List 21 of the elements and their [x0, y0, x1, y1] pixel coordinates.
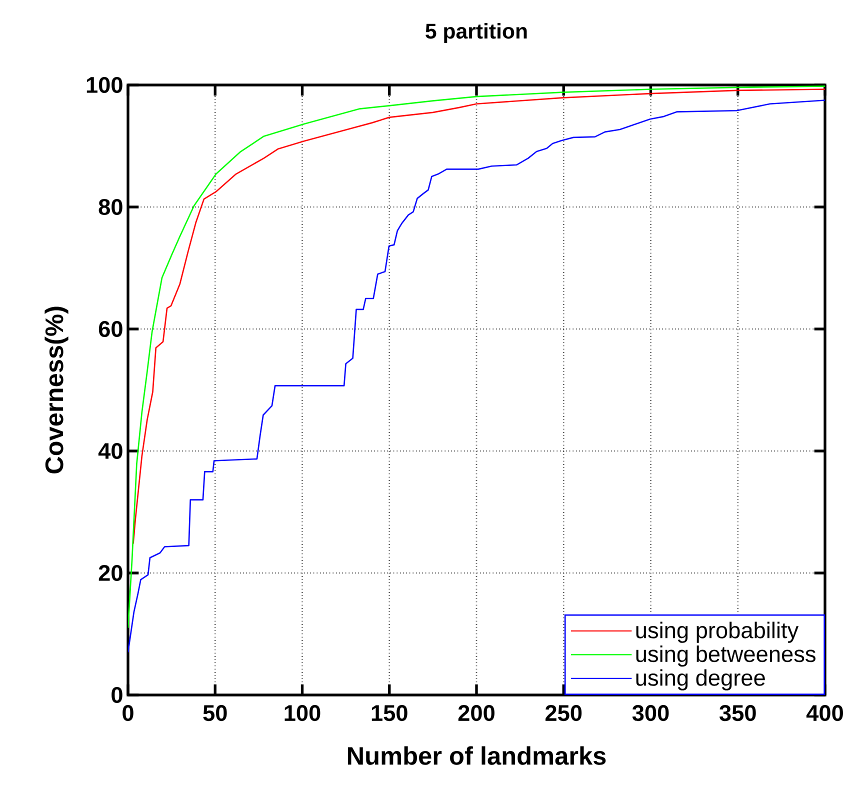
y-tick-label: 80 [98, 198, 122, 216]
y-axis-title: Coverness(%) [44, 306, 68, 474]
chart-title: 5 partition [426, 23, 527, 43]
x-axis-title: Number of landmarks [348, 746, 606, 765]
y-tick-label: 20 [98, 564, 122, 582]
y-tick-label: 0 [112, 686, 122, 704]
x-tick-label: 150 [372, 705, 408, 722]
x-tick-label: 0 [122, 705, 134, 722]
x-tick-label: 50 [203, 705, 227, 722]
x-tick-label: 200 [458, 705, 494, 722]
legend-label: using betweeness [636, 645, 816, 667]
y-tick-label: 100 [86, 76, 122, 94]
x-tick-label: 300 [632, 705, 669, 722]
y-tick-label: 40 [98, 442, 122, 460]
x-tick-label: 350 [719, 705, 756, 722]
y-tick-label: 60 [98, 320, 122, 338]
legend-label: using degree [636, 669, 765, 690]
x-tick-label: 400 [806, 705, 843, 722]
x-tick-label: 250 [546, 705, 582, 722]
x-tick-label: 100 [284, 705, 320, 722]
legend-label: using probability [636, 622, 799, 643]
